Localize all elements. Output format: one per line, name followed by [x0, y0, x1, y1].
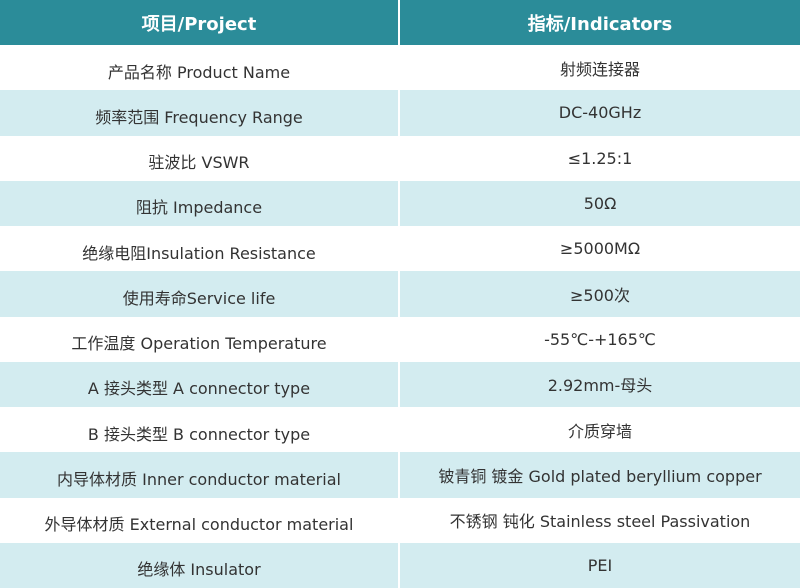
value-cell: ≤1.25:1 [567, 148, 633, 168]
table-row: 绝缘电阻Insulation Resistance ≥5000MΩ [0, 226, 800, 272]
item-cell: 使用寿命Service life [0, 271, 400, 317]
item-cell: 阻抗 Impedance [0, 180, 400, 226]
value-cell: 铍青铜 镀金 Gold plated beryllium copper [438, 466, 762, 486]
value-cell: PEI [587, 555, 613, 575]
value-cell: 50Ω [583, 193, 617, 213]
table-row: 驻波比 VSWR ≤1.25:1 [0, 135, 800, 181]
value-cell: -55℃-+165℃ [544, 329, 656, 349]
table-row: 使用寿命Service life ≥500次 [0, 271, 800, 317]
item-cell: 绝缘电阻Insulation Resistance [0, 226, 400, 272]
item-cell: 频率范围 Frequency Range [0, 90, 400, 136]
table-row: 阻抗 Impedance 50Ω [0, 180, 800, 226]
table-row: 频率范围 Frequency Range DC-40GHz [0, 90, 800, 136]
table-row: 产品名称 Product Name 射频连接器 [0, 45, 800, 91]
value-cell: ≥500次 [570, 285, 630, 305]
table-row: A 接头类型 A connector type 2.92mm-母头 [0, 361, 800, 407]
value-cell: 射频连接器 [559, 59, 640, 79]
item-cell: A 接头类型 A connector type [0, 361, 400, 407]
header-cell: 项目/Project [0, 0, 400, 45]
item-cell: 工作温度 Operation Temperature [0, 316, 400, 362]
header-cell: 指标/Indicators [527, 13, 673, 35]
value-cell: 不锈钢 钝化 Stainless steel Passivation [449, 512, 751, 532]
item-cell: B 接头类型 B connector type [0, 407, 400, 453]
value-cell: DC-40GHz [558, 103, 642, 123]
item-cell: 绝缘体 Insulator [0, 542, 400, 588]
table-row: 内导体材质 Inner conductor material 铍青铜 镀金 Gol… [0, 452, 800, 498]
table-row: 绝缘体 Insulator PEI [0, 542, 800, 588]
item-cell: 外导体材质 External conductor material [0, 497, 400, 543]
item-cell: 产品名称 Product Name [0, 45, 400, 91]
value-cell: ≥5000MΩ [559, 239, 641, 259]
value-cell: 介质穿墙 [567, 421, 632, 441]
table-row: B 接头类型 B connector type 介质穿墙 [0, 407, 800, 453]
table-row: 外导体材质 External conductor material 不锈钢 钝化 … [0, 497, 800, 543]
table-row: 工作温度 Operation Temperature -55℃-+165℃ [0, 316, 800, 362]
item-cell: 内导体材质 Inner conductor material [0, 452, 400, 498]
value-cell: 2.92mm-母头 [547, 376, 653, 396]
header-row: 项目/Project 指标/Indicators [0, 0, 800, 45]
item-cell: 驻波比 VSWR [0, 135, 400, 181]
